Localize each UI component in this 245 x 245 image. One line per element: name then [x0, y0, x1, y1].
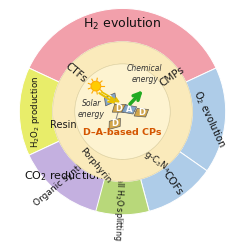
Text: A: A — [126, 105, 132, 114]
Text: CTFs: CTFs — [63, 61, 89, 85]
Wedge shape — [141, 152, 207, 211]
Circle shape — [75, 64, 170, 159]
Text: D: D — [138, 108, 145, 117]
Text: H$_2$O$_2$ production: H$_2$O$_2$ production — [29, 75, 42, 148]
Polygon shape — [104, 93, 116, 106]
Text: Chemical
energy: Chemical energy — [127, 64, 162, 84]
Text: Overall H$_2$O splitting: Overall H$_2$O splitting — [111, 157, 127, 241]
Text: O$_2$ evolution: O$_2$ evolution — [190, 88, 229, 150]
Wedge shape — [29, 141, 98, 208]
Text: Organic synthesis: Organic synthesis — [33, 149, 100, 208]
Wedge shape — [29, 141, 104, 211]
Polygon shape — [122, 105, 137, 114]
Polygon shape — [112, 104, 126, 112]
Polygon shape — [134, 109, 149, 117]
Wedge shape — [87, 177, 149, 215]
Text: D: D — [111, 119, 118, 128]
Text: CMPs: CMPs — [158, 65, 186, 89]
Circle shape — [91, 81, 101, 91]
Polygon shape — [109, 118, 121, 129]
Text: D–A-based CPs: D–A-based CPs — [83, 128, 162, 137]
Text: CO$_2$ reduction: CO$_2$ reduction — [24, 170, 104, 183]
Wedge shape — [180, 68, 226, 171]
Wedge shape — [53, 42, 192, 182]
Text: g-C$_3$N$_4$: g-C$_3$N$_4$ — [141, 147, 173, 175]
Text: A: A — [107, 95, 113, 104]
Text: Solar
energy: Solar energy — [78, 99, 105, 119]
Text: Resin: Resin — [50, 120, 77, 130]
Text: D: D — [116, 104, 123, 113]
Text: H$_2$ evolution: H$_2$ evolution — [83, 16, 162, 33]
Text: COFs: COFs — [161, 169, 184, 197]
Text: Porphyrin: Porphyrin — [78, 146, 112, 185]
Wedge shape — [19, 68, 59, 155]
Wedge shape — [29, 9, 216, 82]
